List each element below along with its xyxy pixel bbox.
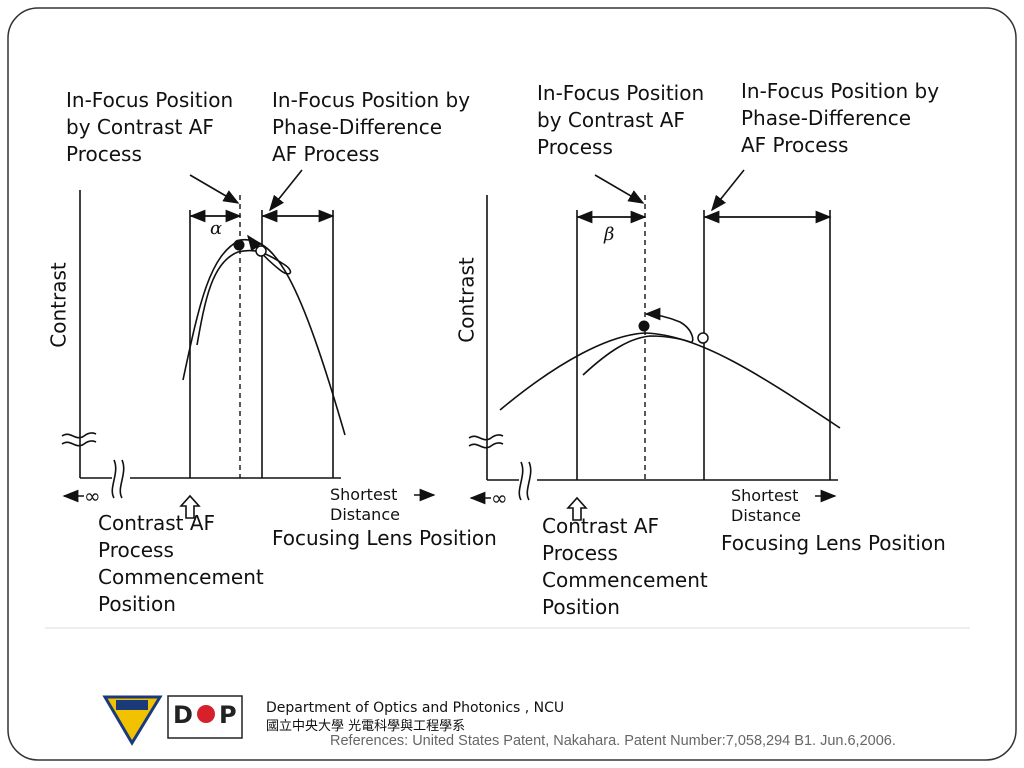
search-path — [196, 234, 292, 346]
contrast-peak — [233, 239, 245, 251]
shortest-distance: Distance — [731, 506, 801, 525]
phase-af-label: Phase-Difference — [272, 115, 442, 139]
figure: In-Focus Position by Contrast AF Process In… — [47, 79, 946, 619]
commencement-arrow — [566, 496, 588, 521]
pointer — [711, 169, 745, 212]
commencement-label: Contrast AF — [542, 514, 659, 538]
pointer — [594, 174, 645, 204]
contrast-curve — [182, 238, 346, 436]
reference: References: United States Patent, Nakaha… — [330, 733, 896, 749]
commencement-label: Position — [98, 592, 176, 616]
logo-letter: P — [219, 701, 237, 729]
commencement-arrow — [179, 494, 201, 519]
y-axis-label: Contrast — [47, 262, 71, 348]
phase-af-label: AF Process — [741, 133, 848, 157]
university-logo-band — [116, 700, 148, 710]
x-axis-label: Focusing Lens Position — [721, 531, 946, 555]
axis-break — [111, 459, 125, 499]
x-axis-label: Focusing Lens Position — [272, 526, 497, 550]
department: Department of Optics and Photonics , NCU — [266, 700, 564, 716]
offset-symbol: β — [603, 224, 614, 245]
contrast-peak — [638, 320, 650, 332]
footer: D P Department of Optics and Photonics ,… — [102, 695, 896, 749]
axis-break — [518, 461, 532, 501]
offset-symbol: α — [210, 218, 222, 239]
commencement-label: Commencement — [98, 565, 264, 589]
contrast-curve — [499, 332, 841, 429]
search-path — [582, 307, 694, 376]
infinity: ∞ — [84, 484, 101, 508]
logo-letter: D — [173, 701, 193, 729]
pointer — [269, 169, 303, 212]
logo-circle — [197, 705, 215, 723]
axis-break — [468, 434, 504, 449]
pointer — [189, 174, 240, 204]
axis-break — [61, 432, 97, 447]
slide-frame — [7, 7, 1017, 761]
shortest-distance: Shortest — [731, 486, 798, 505]
phase-af-label: In-Focus Position by — [741, 79, 939, 103]
commencement-label: Commencement — [542, 568, 708, 592]
contrast-af-label: by Contrast AF — [66, 115, 214, 139]
phase-af-label: In-Focus Position by — [272, 88, 470, 112]
phase-af-label: Phase-Difference — [741, 106, 911, 130]
chinese-name: 國立中央大學 光電科學與工程學系 — [266, 719, 465, 734]
contrast-af-label: Process — [66, 142, 142, 166]
phase-af-label: AF Process — [272, 142, 379, 166]
commencement-label: Contrast AF — [98, 511, 215, 535]
y-axis-label: Contrast — [455, 257, 479, 343]
phase-point — [697, 332, 709, 344]
contrast-af-label: Process — [537, 135, 613, 159]
contrast-af-label: In-Focus Position — [66, 88, 233, 112]
commencement-label: Process — [98, 538, 174, 562]
contrast-af-label: by Contrast AF — [537, 108, 685, 132]
contrast-af-label: In-Focus Position — [537, 81, 704, 105]
phase-point — [255, 245, 267, 257]
infinity: ∞ — [491, 486, 508, 510]
shortest-distance: Distance — [330, 505, 400, 524]
shortest-distance: Shortest — [330, 485, 397, 504]
commencement-label: Position — [542, 595, 620, 619]
commencement-label: Process — [542, 541, 618, 565]
